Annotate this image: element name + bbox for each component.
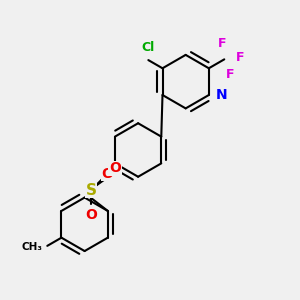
Text: CH₃: CH₃ — [22, 242, 43, 252]
Text: F: F — [226, 68, 234, 81]
Text: S: S — [86, 183, 97, 198]
Text: O: O — [102, 167, 113, 181]
Text: N: N — [215, 88, 227, 102]
Text: F: F — [218, 37, 226, 50]
Text: Cl: Cl — [142, 40, 155, 54]
Text: O: O — [85, 208, 97, 222]
Text: F: F — [236, 51, 244, 64]
Text: O: O — [109, 161, 121, 175]
